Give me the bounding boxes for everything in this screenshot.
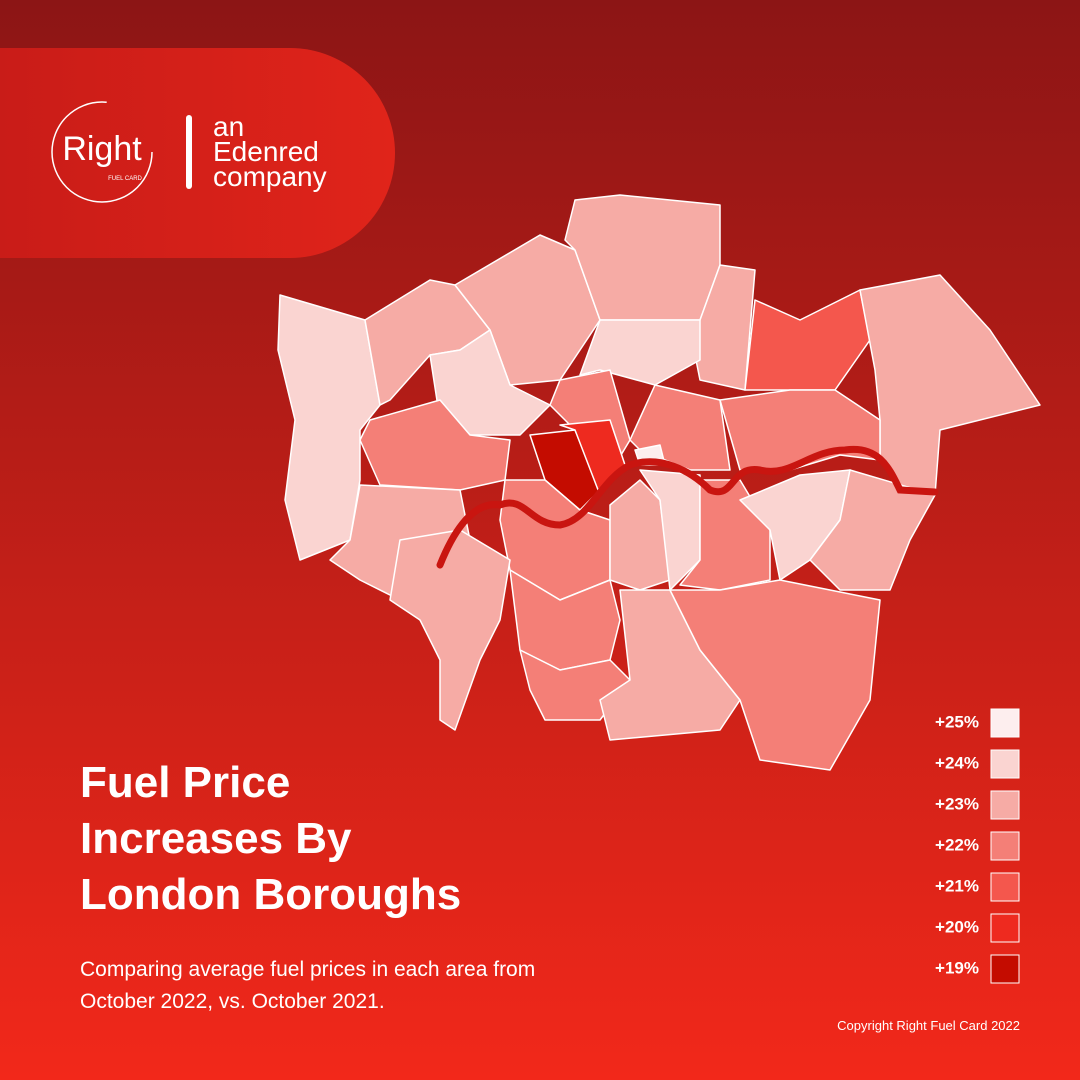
copyright: Copyright Right Fuel Card 2022 (837, 1018, 1020, 1033)
legend: +25% +24% +23% +22% +21% +20% +19% (935, 708, 1020, 984)
title-line: London Boroughs (80, 870, 461, 919)
logo-partner: company (213, 161, 327, 192)
legend-swatch (990, 954, 1020, 984)
subtitle-line: Comparing average fuel prices in each ar… (80, 958, 535, 981)
legend-label: +25% (935, 712, 979, 731)
legend-swatch (990, 749, 1020, 779)
borough (809, 469, 936, 591)
title-line: Fuel Price (80, 758, 290, 807)
logo-name: Right (62, 130, 142, 168)
legend-swatch (990, 790, 1020, 820)
borough (859, 274, 1041, 496)
legend-label: +24% (935, 753, 979, 772)
legend-label: +20% (935, 917, 979, 936)
logo-panel (0, 48, 395, 258)
logo-partner: Edenred (213, 136, 319, 167)
legend-label: +23% (935, 794, 979, 813)
legend-label: +19% (935, 958, 979, 977)
logo-divider (186, 115, 192, 189)
title-line: Increases By (80, 814, 352, 863)
london-map (277, 194, 1041, 771)
legend-swatch (990, 708, 1020, 738)
legend-swatch (990, 831, 1020, 861)
borough (744, 289, 871, 391)
logo-tagline: FUEL CARD (108, 176, 142, 182)
logo: Right FUEL CARD an Edenred company (51, 101, 327, 203)
subtitle-line: October 2022, vs. October 2021. (80, 990, 385, 1013)
legend-label: +22% (935, 835, 979, 854)
legend-swatch (990, 913, 1020, 943)
borough (669, 579, 881, 771)
logo-partner: an (213, 111, 244, 142)
river (436, 445, 939, 569)
borough (389, 529, 511, 731)
legend-label: +21% (935, 876, 979, 895)
legend-swatch (990, 872, 1020, 902)
logo-ring (51, 101, 153, 203)
